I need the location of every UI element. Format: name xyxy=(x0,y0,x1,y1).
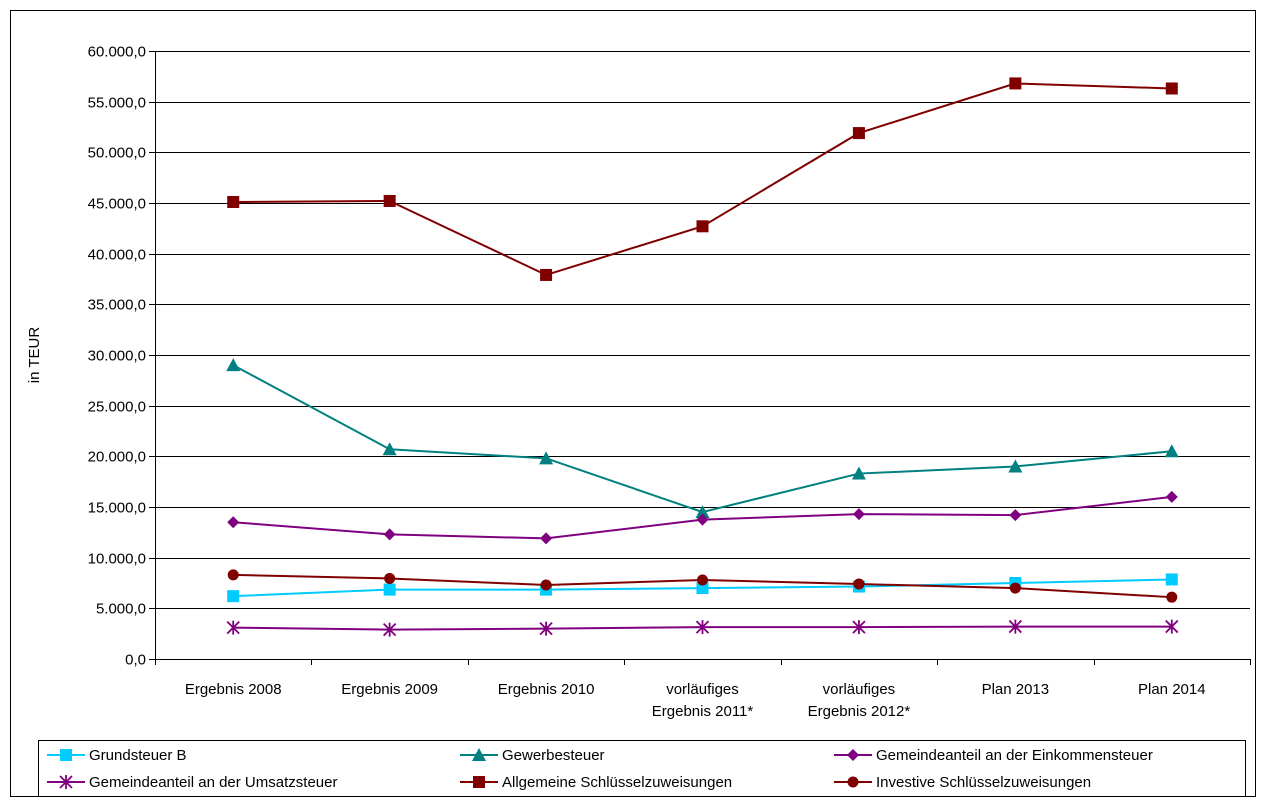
y-tick-label: 10.000,0 xyxy=(88,551,146,568)
series-5 xyxy=(227,77,1178,281)
x-tick-label: vorläufiges Ergebnis 2012* xyxy=(808,681,911,720)
data-point xyxy=(382,442,397,456)
legend-item: Gemeindeanteil an der Einkommensteuer xyxy=(834,747,1153,764)
legend-marker xyxy=(60,749,72,761)
data-point xyxy=(540,579,552,591)
data-point xyxy=(383,583,396,596)
data-point xyxy=(852,508,865,521)
data-point xyxy=(697,574,708,586)
data-point xyxy=(696,220,709,233)
legend-box xyxy=(38,740,1246,797)
series-6 xyxy=(227,569,1178,603)
data-point xyxy=(540,532,553,545)
data-point xyxy=(1009,77,1022,90)
legend-label: Investive Schlüsselzuweisungen xyxy=(876,774,1091,791)
legend: Grundsteuer B Gewerbesteuer Gemeindeanteil… xyxy=(38,740,1246,797)
legend-marker xyxy=(473,776,485,788)
data-point xyxy=(853,578,865,590)
x-tick-label: Plan 2013 xyxy=(982,681,1050,698)
data-point xyxy=(539,451,554,465)
data-point xyxy=(227,195,240,208)
legend-item: Gewerbesteuer xyxy=(460,747,605,764)
y-tick-label: 20.000,0 xyxy=(88,449,146,466)
data-point xyxy=(383,194,396,207)
data-point xyxy=(384,572,396,584)
y-tick-label: 45.000,0 xyxy=(88,196,146,213)
y-tick-label: 35.000,0 xyxy=(88,297,146,314)
data-point xyxy=(1165,490,1178,503)
data-point xyxy=(1166,591,1178,603)
data-point xyxy=(1009,582,1021,594)
y-tick-label: 40.000,0 xyxy=(88,247,146,264)
x-tick-label: vorläufiges Ergebnis 2011* xyxy=(652,681,754,720)
data-point xyxy=(539,621,553,636)
series-3 xyxy=(227,490,1178,545)
legend-label: Grundsteuer B xyxy=(89,747,187,764)
y-axis-title: in TEUR xyxy=(26,327,43,384)
series xyxy=(226,77,1179,637)
data-point xyxy=(696,582,709,595)
data-point xyxy=(227,569,239,581)
data-point xyxy=(852,620,866,635)
legend-label: Gewerbesteuer xyxy=(502,747,605,764)
data-point xyxy=(227,590,240,603)
y-tick-label: 60.000,0 xyxy=(88,44,146,61)
data-point xyxy=(1009,509,1022,522)
data-point xyxy=(227,516,240,529)
gridlines xyxy=(155,51,1250,609)
legend-marker xyxy=(59,775,73,789)
legend-marker xyxy=(472,748,486,761)
y-tick-label: 50.000,0 xyxy=(88,145,146,162)
data-point xyxy=(1164,444,1179,458)
legend-marker xyxy=(847,749,859,761)
y-tick-label: 55.000,0 xyxy=(88,95,146,112)
axes: 0,0 5.000,0 10.000,0 15.000,0 20.000,0 25.000… xyxy=(26,44,1251,720)
y-tick-label: 0,0 xyxy=(125,652,146,669)
legend-marker xyxy=(847,776,859,788)
y-tick-label: 5.000,0 xyxy=(96,601,146,618)
data-point xyxy=(1008,619,1022,634)
legend-label: Gemeindeanteil an der Einkommensteuer xyxy=(876,747,1153,764)
data-point xyxy=(696,513,709,526)
x-tick-label: Plan 2014 xyxy=(1138,681,1206,698)
x-tick-label: Ergebnis 2008 xyxy=(185,681,282,698)
series-2 xyxy=(226,358,1179,519)
legend-item: Investive Schlüsselzuweisungen xyxy=(834,774,1091,791)
x-tick-label: Ergebnis 2010 xyxy=(498,681,595,698)
x-tick-label: Ergebnis 2009 xyxy=(341,681,438,698)
data-point xyxy=(226,620,240,635)
y-tick-label: 30.000,0 xyxy=(88,348,146,365)
data-point xyxy=(851,466,866,480)
data-point xyxy=(540,268,553,281)
legend-label: Gemeindeanteil an der Umsatzsteuer xyxy=(89,774,337,791)
legend-item: Grundsteuer B xyxy=(47,747,187,764)
data-point xyxy=(1165,82,1178,95)
data-point xyxy=(695,620,710,635)
data-point xyxy=(695,505,710,519)
data-point xyxy=(1008,459,1023,473)
chart-area-border xyxy=(10,10,1256,797)
y-tick-label: 25.000,0 xyxy=(88,399,146,416)
data-point xyxy=(383,528,396,541)
legend-item: Allgemeine Schlüsselzuweisungen xyxy=(460,774,732,791)
legend-label: Allgemeine Schlüsselzuweisungen xyxy=(502,774,732,791)
series-4 xyxy=(226,619,1179,637)
legend-item: Gemeindeanteil an der Umsatzsteuer xyxy=(47,774,337,791)
y-tick-label: 15.000,0 xyxy=(88,500,146,517)
data-point xyxy=(226,358,241,372)
data-point xyxy=(852,127,865,140)
data-point xyxy=(383,622,397,637)
data-point xyxy=(1165,619,1179,634)
data-point xyxy=(1165,573,1178,586)
